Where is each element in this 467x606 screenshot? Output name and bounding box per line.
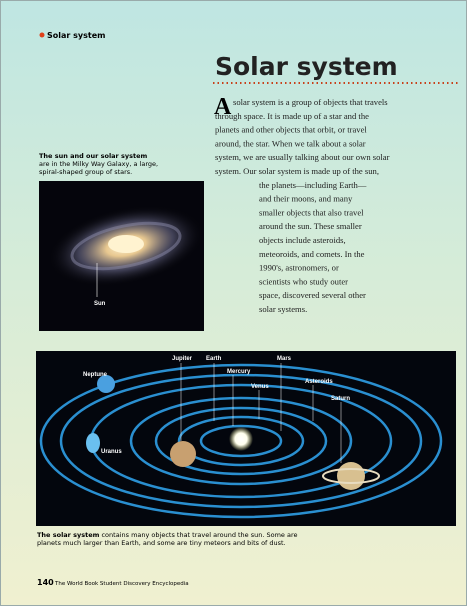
planet-label: Earth (206, 356, 222, 362)
page-art: Solar system Solar system A solar system… (1, 1, 466, 605)
body-line: solar system is a group of objects that … (233, 97, 388, 107)
planet-label: Asteroids (305, 379, 333, 385)
tag-bullet (40, 33, 45, 38)
planet-label: Mercury (227, 369, 251, 375)
caption-line: planets much larger than Earth, and some… (37, 539, 286, 547)
caption-line: spiral-shaped group of stars. (39, 168, 132, 176)
caption-line: contains many objects that travel around… (99, 531, 297, 539)
body-line: system, we are usually talking about our… (215, 152, 390, 162)
body-line: around the sun. These smaller (259, 221, 362, 231)
planet-label: Saturn (331, 396, 350, 402)
caption-line: are in the Milky Way Galaxy, a large, (39, 160, 158, 168)
planet-label: Venus (251, 384, 269, 390)
caption-lead: The solar system (37, 531, 100, 539)
planet-label: Uranus (101, 449, 122, 455)
planet-label: Mars (277, 356, 292, 362)
body-line: scientists who study outer (259, 276, 348, 286)
body-line: smaller objects that also travel (259, 207, 364, 217)
planet-label: Neptune (83, 372, 108, 378)
book-title: The World Book Student Discovery Encyclo… (54, 581, 189, 587)
title: Solar system (215, 52, 398, 81)
caption-lead: The sun and our solar system (39, 152, 148, 160)
body-line: solar systems. (259, 304, 307, 314)
body-line: the planets—including Earth— (259, 180, 367, 190)
solar-image: Neptune Jupiter Earth Mercury Venus Mars Aster… (36, 351, 456, 526)
body-line: around, the star. When we talk about a s… (215, 138, 366, 148)
body-line: and their moons, and many (259, 194, 353, 204)
body-line: meteoroids, and comets. In the (259, 249, 365, 259)
body-text: solar system is a group of objects that … (215, 97, 390, 314)
body-line: objects include asteroids, (259, 235, 346, 245)
section-tag: Solar system (47, 31, 105, 40)
planet-label: Jupiter (172, 356, 193, 362)
body-line: 1990's, astronomers, or (259, 263, 339, 273)
solar-caption: The solar system contains many objects t… (37, 531, 300, 547)
body-line: through space. It is made up of a star a… (215, 111, 369, 121)
page: Solar system Solar system A solar system… (0, 0, 467, 606)
body-line: system. Our solar system is made up of t… (215, 166, 379, 176)
image-label: Sun (94, 301, 106, 307)
body-line: space, discovered several other (259, 290, 366, 300)
page-number: 140 (37, 578, 54, 587)
galaxy-caption: The sun and our solar system are in the … (39, 152, 160, 176)
galaxy-image: Sun (39, 181, 212, 331)
body-line: planets and other objects that orbit, or… (215, 125, 367, 135)
